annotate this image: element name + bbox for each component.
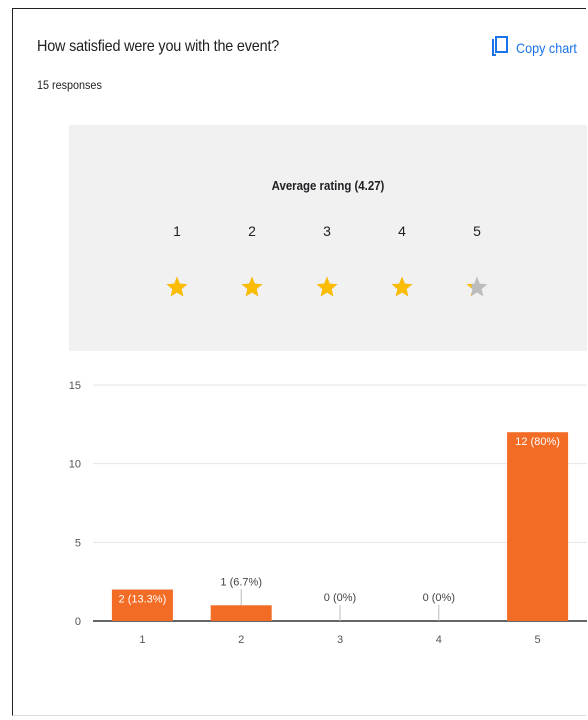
x-tick-label: 2 <box>238 634 244 646</box>
bar <box>507 432 569 621</box>
data-label: 2 (13.3%) <box>119 594 167 606</box>
y-tick-label: 0 <box>75 616 81 628</box>
star-icon <box>465 275 489 299</box>
response-count: 15 responses <box>37 78 102 92</box>
bar <box>210 605 272 621</box>
rating-scale-label: 5 <box>473 223 481 239</box>
rating-scale-label: 1 <box>173 223 181 239</box>
copy-chart-button[interactable]: Copy chart <box>491 35 584 61</box>
x-tick-label: 1 <box>139 634 145 646</box>
y-tick-label: 5 <box>75 537 81 549</box>
bar-chart: 0 5 10 15 2 (13.3%) 1 1 (6.7%) 2 0 (0%) 3 0 (0%) 4 1… <box>69 380 587 646</box>
rating-scale-label: 2 <box>248 223 256 239</box>
rating-panel: Average rating (4.27) 1 2 3 4 5 <box>69 125 587 351</box>
question-title: How satisfied were you with the event? <box>37 38 280 55</box>
star-icon <box>165 275 189 299</box>
chart-card: How satisfied were you with the event? 1… <box>12 8 587 716</box>
x-tick-label: 4 <box>436 634 442 646</box>
average-rating-label: Average rating (4.27) <box>271 178 385 193</box>
copy-icon <box>491 35 509 61</box>
data-label: 0 (0%) <box>423 592 455 604</box>
star-icon <box>315 275 339 299</box>
star-icon <box>240 275 264 299</box>
star-icon <box>390 275 414 299</box>
y-tick-label: 15 <box>69 380 81 392</box>
data-label: 12 (80%) <box>515 436 560 448</box>
rating-scale-label: 3 <box>323 223 331 239</box>
data-label: 1 (6.7%) <box>220 576 262 588</box>
rating-scale-label: 4 <box>398 223 406 239</box>
copy-chart-label: Copy chart <box>516 40 577 56</box>
x-tick-label: 5 <box>535 634 541 646</box>
x-tick-label: 3 <box>337 634 343 646</box>
data-label: 0 (0%) <box>324 592 356 604</box>
y-tick-label: 10 <box>69 459 81 471</box>
bar <box>111 589 173 621</box>
